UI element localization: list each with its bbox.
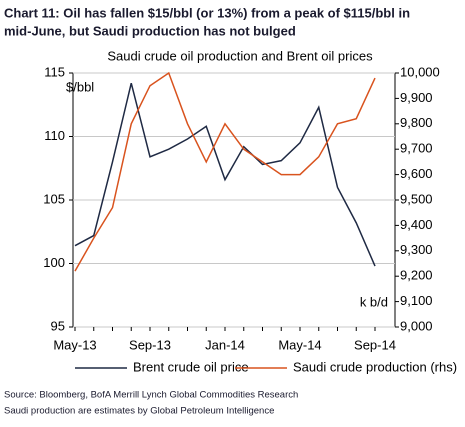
y2-axis-label: k b/d — [360, 294, 388, 309]
chart-title: Chart 11: Oil has fallen $15/bbl (or 13%… — [4, 5, 410, 20]
y2-tick-label: 9,800 — [400, 115, 433, 130]
y-tick-label: 115 — [44, 64, 65, 79]
x-tick-label: Sep-13 — [129, 337, 171, 352]
y2-tick-label: 9,700 — [400, 141, 433, 156]
y-tick-label: 105 — [43, 191, 65, 206]
legend-label: Brent crude oil price — [133, 359, 249, 374]
series-line — [74, 71, 376, 272]
chart-subtitle: Saudi crude oil production and Brent oil… — [107, 48, 373, 63]
y2-tick-label: 9,400 — [400, 217, 433, 232]
chart-title-line2: mid-June, but Saudi production has not b… — [4, 23, 296, 38]
series-line — [74, 82, 376, 267]
y2-tick-label: 10,000 — [400, 64, 440, 79]
x-tick-label: May-13 — [53, 337, 96, 352]
x-tick-label: Jan-14 — [205, 337, 245, 352]
x-tick-label: May-14 — [278, 337, 321, 352]
y2-tick-label: 9,100 — [400, 293, 433, 308]
y2-tick-label: 9,500 — [400, 191, 433, 206]
y2-tick-label: 9,200 — [400, 268, 433, 283]
y-tick-label: 100 — [43, 255, 65, 270]
source-note: Saudi production are estimates by Global… — [4, 406, 274, 417]
y2-tick-label: 9,000 — [400, 318, 433, 333]
source-note: Source: Bloomberg, BofA Merrill Lynch Gl… — [4, 390, 298, 401]
y-tick-label: 110 — [44, 128, 65, 143]
x-tick-label: Sep-14 — [354, 337, 396, 352]
legend-label: Saudi crude production (rhs) — [293, 359, 457, 374]
y-axis-label: $/bbl — [66, 79, 94, 94]
y2-tick-label: 9,600 — [400, 166, 433, 181]
y-tick-label: 95 — [51, 318, 65, 333]
y2-tick-label: 9,900 — [400, 90, 433, 105]
y2-tick-label: 9,300 — [400, 242, 433, 257]
